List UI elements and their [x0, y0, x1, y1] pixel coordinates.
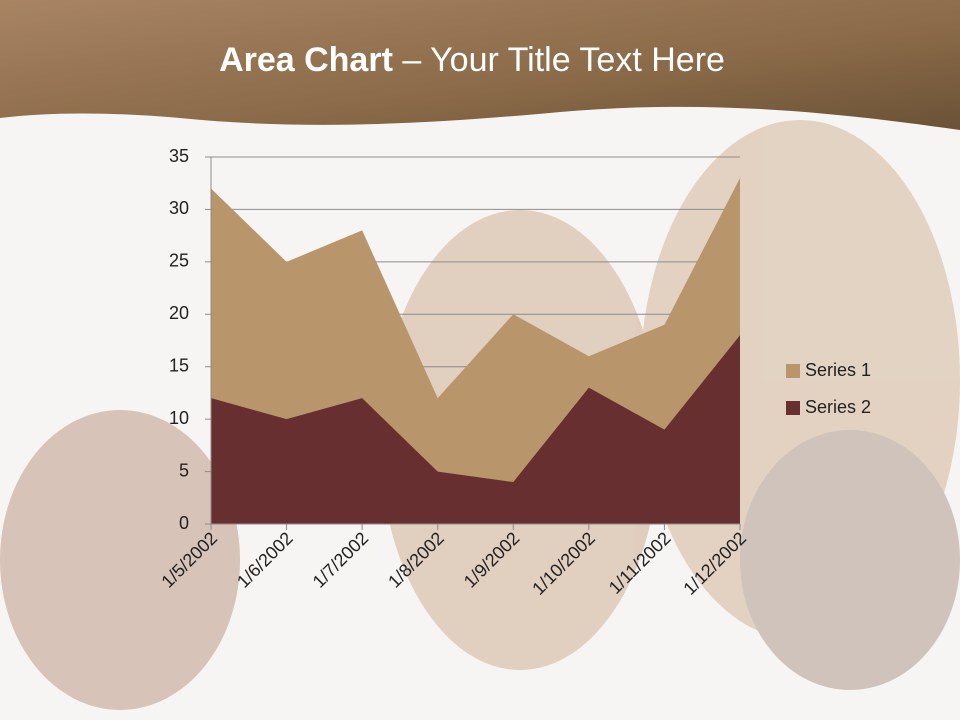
y-tick-label: 30 — [169, 198, 189, 218]
y-tick-label: 15 — [169, 355, 189, 375]
header-band — [0, 0, 960, 130]
title-rest: – Your Title Text Here — [402, 41, 725, 79]
legend-label: Series 1 — [805, 360, 871, 380]
y-tick-label: 10 — [169, 408, 189, 428]
title-space — [393, 41, 402, 79]
y-tick-label: 20 — [169, 303, 189, 323]
area — [211, 335, 740, 524]
legend-label: Series 2 — [805, 397, 871, 417]
y-tick-label: 0 — [179, 513, 189, 533]
y-tick-label: 35 — [169, 146, 189, 166]
legend-swatch — [786, 401, 800, 415]
title-bold: Area Chart — [219, 41, 393, 79]
y-tick-label: 25 — [169, 251, 189, 271]
y-tick-label: 5 — [179, 460, 189, 480]
slide-title: Area Chart – Your Title Text Here — [219, 41, 725, 79]
legend-swatch — [786, 364, 800, 378]
